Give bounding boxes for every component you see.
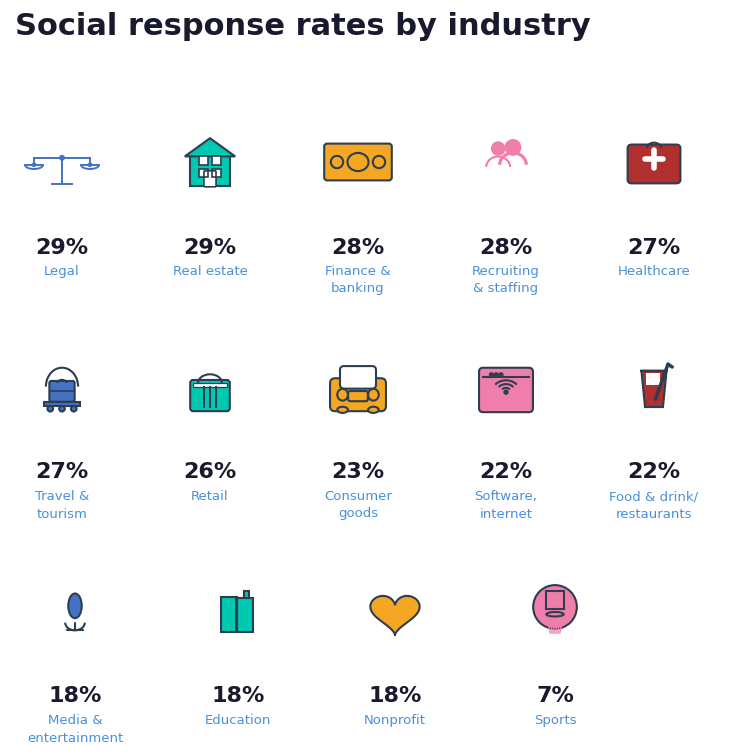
Ellipse shape (348, 153, 368, 171)
Circle shape (59, 406, 64, 412)
Text: Healthcare: Healthcare (618, 265, 691, 278)
Circle shape (491, 141, 505, 156)
FancyBboxPatch shape (221, 597, 236, 632)
Circle shape (60, 155, 64, 160)
FancyBboxPatch shape (193, 383, 227, 387)
Text: Legal: Legal (44, 265, 80, 278)
Text: Software,
internet: Software, internet (474, 490, 537, 520)
FancyBboxPatch shape (190, 156, 230, 185)
FancyBboxPatch shape (190, 380, 230, 411)
Text: 22%: 22% (628, 462, 680, 482)
FancyBboxPatch shape (44, 403, 80, 406)
Text: Education: Education (205, 714, 271, 727)
Text: Real estate: Real estate (173, 265, 247, 278)
Ellipse shape (337, 389, 348, 400)
Polygon shape (185, 138, 235, 156)
FancyBboxPatch shape (199, 169, 207, 177)
Text: 27%: 27% (628, 238, 681, 258)
Text: Recruiting
& staffing: Recruiting & staffing (472, 265, 540, 296)
FancyBboxPatch shape (244, 591, 249, 598)
Text: Food & drink/
restaurants: Food & drink/ restaurants (609, 490, 699, 520)
Text: 22%: 22% (479, 462, 533, 482)
Polygon shape (370, 596, 419, 635)
FancyBboxPatch shape (50, 381, 75, 402)
Text: Sports: Sports (534, 714, 576, 727)
FancyBboxPatch shape (340, 366, 376, 388)
Circle shape (88, 163, 92, 167)
Text: 29%: 29% (184, 238, 236, 258)
Circle shape (504, 391, 508, 394)
Circle shape (47, 406, 53, 412)
Text: Nonprofit: Nonprofit (364, 714, 426, 727)
Polygon shape (642, 371, 667, 407)
Text: 18%: 18% (211, 686, 265, 706)
FancyBboxPatch shape (479, 368, 533, 412)
Text: 28%: 28% (331, 238, 385, 258)
Ellipse shape (337, 406, 348, 413)
FancyBboxPatch shape (645, 373, 660, 385)
Text: 29%: 29% (36, 238, 89, 258)
Text: 18%: 18% (48, 686, 102, 706)
FancyBboxPatch shape (212, 169, 221, 177)
Text: 26%: 26% (183, 462, 236, 482)
FancyBboxPatch shape (236, 598, 253, 632)
Text: 18%: 18% (368, 686, 422, 706)
FancyBboxPatch shape (325, 143, 392, 180)
Circle shape (505, 139, 522, 156)
Circle shape (330, 156, 343, 168)
Text: Travel &
tourism: Travel & tourism (35, 490, 89, 520)
FancyBboxPatch shape (204, 171, 216, 187)
Text: Media &
entertainment: Media & entertainment (27, 714, 123, 744)
Text: Consumer
goods: Consumer goods (324, 490, 392, 520)
Circle shape (534, 585, 576, 629)
Circle shape (71, 406, 76, 412)
FancyBboxPatch shape (628, 145, 680, 183)
Text: Social response rates by industry: Social response rates by industry (15, 12, 591, 41)
Circle shape (490, 373, 494, 377)
Text: 7%: 7% (536, 686, 574, 706)
Text: Finance &
banking: Finance & banking (325, 265, 391, 296)
Circle shape (373, 156, 385, 168)
Ellipse shape (368, 406, 379, 413)
Text: Retail: Retail (191, 490, 229, 503)
Ellipse shape (368, 389, 379, 400)
Circle shape (499, 373, 503, 377)
Circle shape (33, 163, 36, 167)
FancyBboxPatch shape (330, 379, 386, 411)
FancyBboxPatch shape (212, 156, 221, 165)
FancyBboxPatch shape (348, 391, 368, 401)
Ellipse shape (68, 593, 82, 618)
Text: 23%: 23% (331, 462, 385, 482)
Circle shape (494, 373, 498, 377)
Text: 27%: 27% (36, 462, 89, 482)
FancyBboxPatch shape (199, 156, 207, 165)
Text: 28%: 28% (479, 238, 533, 258)
